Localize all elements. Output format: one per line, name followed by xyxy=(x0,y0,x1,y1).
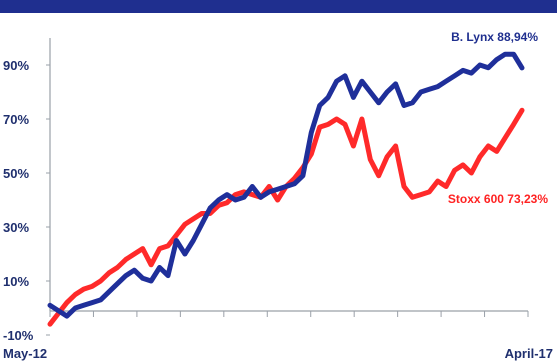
axes xyxy=(46,38,529,336)
y-tick-labels: 90% 70% 50% 30% 10% -10% xyxy=(3,58,34,343)
x-tick-label-end: April-17 xyxy=(505,346,553,361)
y-tick-label: -10% xyxy=(3,328,34,343)
series-line-b-lynx xyxy=(47,51,525,319)
y-tick-label: 50% xyxy=(3,166,29,181)
y-tick-label: 70% xyxy=(3,112,29,127)
series-end-labels: B. Lynx 88,94% Stoxx 600 73,23% xyxy=(448,30,548,206)
series-lines xyxy=(47,51,525,327)
label-stoxx-600: Stoxx 600 73,23% xyxy=(448,192,548,206)
series-line-stoxx-600 xyxy=(47,107,525,327)
header-bar xyxy=(0,0,557,13)
x-tick-labels: May-12 April-17 xyxy=(3,346,553,361)
y-tick-label: 90% xyxy=(3,58,29,73)
y-tick-label: 10% xyxy=(3,274,29,289)
label-b-lynx: B. Lynx 88,94% xyxy=(451,30,538,44)
x-tick-label-start: May-12 xyxy=(3,346,47,361)
y-tick-label: 30% xyxy=(3,220,29,235)
